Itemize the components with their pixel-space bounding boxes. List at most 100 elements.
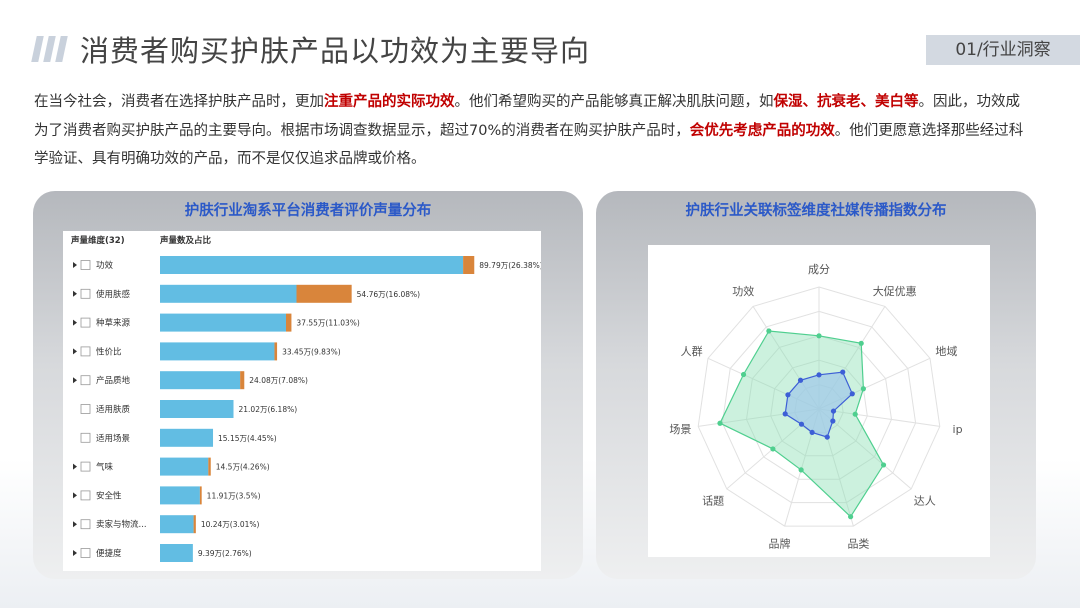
category-label: 功效	[96, 260, 114, 271]
radar-chart-panel: 护肤行业关联标签维度社媒传播指数分布 成分 大促优惠 地域 ip 达人 品类 品牌 话题 场景 人…	[596, 191, 1036, 579]
bar-segment-accent	[193, 515, 196, 534]
radar-data-point	[809, 429, 815, 436]
bar-chart-title: 护肤行业淘系平台消费者评价声量分布	[184, 203, 432, 219]
bar-value-label: 9.39万(2.76%)	[198, 549, 252, 558]
row-checkbox[interactable]	[80, 404, 91, 414]
row-checkbox[interactable]	[80, 288, 91, 299]
radar-data-point	[798, 467, 804, 473]
bar-value-label: 33.45万(9.83%)	[282, 347, 341, 356]
radar-data-point	[717, 420, 723, 426]
bar-segment-main	[160, 400, 234, 418]
radar-axis-label: 人群	[681, 344, 703, 358]
bar-value-label: 15.15万(4.45%)	[218, 434, 277, 443]
radar-axis-line	[818, 408, 940, 427]
radar-grid-ring	[721, 310, 917, 504]
row-checkbox[interactable]	[80, 432, 91, 443]
bar-value-label: 14.5万(4.26%)	[216, 463, 270, 472]
bar-segment-main	[160, 313, 286, 332]
radar-grid-ring	[745, 335, 893, 480]
row-checkbox[interactable]	[80, 375, 91, 386]
radar-data-point	[797, 377, 804, 383]
bar-value-label: 89.79万(26.38%)	[479, 261, 541, 270]
row-checkbox[interactable]	[80, 519, 91, 530]
expand-arrow-icon[interactable]	[73, 348, 77, 355]
bar-chart-card: 声量维度(32) 声量数及占比 功效 89.79万(26.38%) 使用肤感 54.76万…	[63, 231, 543, 571]
radar-series-area	[784, 371, 854, 438]
bar-value-label: 10.24万(3.01%)	[201, 520, 260, 529]
category-label: 适用场景	[96, 433, 130, 444]
category-label: 产品质地	[96, 375, 131, 386]
bar-value-label: 21.02万(6.18%)	[239, 405, 298, 414]
bar-value-label: 11.91万(3.5%)	[207, 491, 261, 500]
bar-segment-main	[160, 486, 200, 505]
intro-paragraph: 在当今社会，消费者在选择护肤产品时，更加注重产品的实际功效。他们希望购买的产品能…	[34, 88, 1034, 174]
row-checkbox[interactable]	[80, 548, 91, 558]
category-label: 安全性	[96, 490, 122, 501]
radar-axis-label: 话题	[702, 495, 724, 508]
radar-axis-label: 场景	[669, 422, 691, 436]
category-label: 适用肤质	[96, 404, 131, 415]
category-label: 气味	[96, 462, 114, 473]
expand-arrow-icon[interactable]	[73, 377, 77, 384]
expand-arrow-icon[interactable]	[73, 262, 77, 268]
bar-value-label: 24.08万(7.08%)	[249, 376, 308, 385]
row-checkbox[interactable]	[80, 346, 91, 357]
expand-arrow-icon[interactable]	[73, 463, 77, 470]
bar-segment-main	[160, 342, 275, 361]
expand-arrow-icon[interactable]	[73, 492, 77, 499]
radar-data-point	[766, 328, 772, 334]
expand-arrow-icon[interactable]	[73, 550, 77, 556]
bar-segment-main	[160, 284, 297, 303]
radar-axis-label: ip	[953, 423, 963, 436]
category-label: 便捷度	[96, 548, 122, 559]
radar-axis-label: 品牌	[769, 536, 791, 550]
bar-value-label: 54.76万(16.08%)	[357, 290, 420, 299]
bar-chart-panel: 护肤行业淘系平台消费者评价声量分布 声量维度(32) 声量数及占比 功效 89.79万…	[33, 191, 583, 579]
bar-segment-accent	[240, 371, 245, 390]
radar-data-point	[860, 386, 866, 392]
bar-segment-main	[160, 457, 209, 476]
radar-grid-ring	[697, 286, 941, 527]
expand-arrow-icon[interactable]	[73, 290, 77, 297]
column-header-volume: 声量数及占比	[159, 235, 212, 246]
row-checkbox[interactable]	[80, 317, 91, 328]
radar-data-point	[830, 408, 837, 414]
expand-arrow-icon[interactable]	[73, 319, 77, 326]
row-checkbox[interactable]	[80, 490, 91, 501]
radar-data-point	[840, 369, 846, 375]
radar-data-point	[824, 434, 830, 440]
page-title: 消费者购买护肤产品以功效为主要导向	[80, 34, 591, 68]
radar-data-point	[880, 462, 887, 468]
bar-segment-accent	[296, 284, 352, 303]
highlight-text: 会优先考虑产品的功效	[689, 122, 835, 139]
bar-segment-accent	[199, 486, 202, 505]
bar-segment-accent	[463, 256, 475, 274]
bar-segment-main	[160, 256, 464, 274]
radar-data-point	[858, 340, 864, 346]
radar-data-point	[848, 514, 854, 520]
bar-segment-main	[160, 515, 194, 534]
radar-axis-label: 地域	[935, 345, 957, 358]
body-text: 。他们希望购买的产品能够真正解决肌肤问题，如	[454, 94, 774, 110]
radar-data-point	[830, 418, 836, 424]
radar-data-point	[798, 421, 805, 427]
body-text: 。他们更愿意选择那些经过科学验证、具有明确功效的产品，而不是仅仅追求品牌或价格。	[34, 122, 1024, 168]
radar-chart-title: 护肤行业关联标签维度社媒传播指数分布	[685, 203, 947, 219]
row-checkbox[interactable]	[80, 260, 91, 270]
category-label: 使用肤感	[96, 289, 131, 300]
bar-segment-accent	[274, 342, 278, 361]
expand-arrow-icon[interactable]	[73, 521, 77, 528]
radar-data-point	[785, 392, 791, 398]
row-checkbox[interactable]	[80, 461, 91, 472]
radar-data-point	[770, 446, 776, 452]
bar-segment-accent	[286, 313, 292, 332]
radar-axis-label: 功效	[732, 284, 754, 298]
category-label: 性价比	[96, 346, 122, 357]
radar-grid-ring	[770, 359, 868, 457]
highlight-text: 注重产品的实际功效	[324, 94, 455, 110]
radar-data-point	[816, 372, 822, 378]
bar-value-label: 37.55万(11.03%)	[296, 319, 359, 328]
radar-data-point	[816, 333, 822, 339]
radar-axis-label: 成分	[808, 263, 830, 276]
